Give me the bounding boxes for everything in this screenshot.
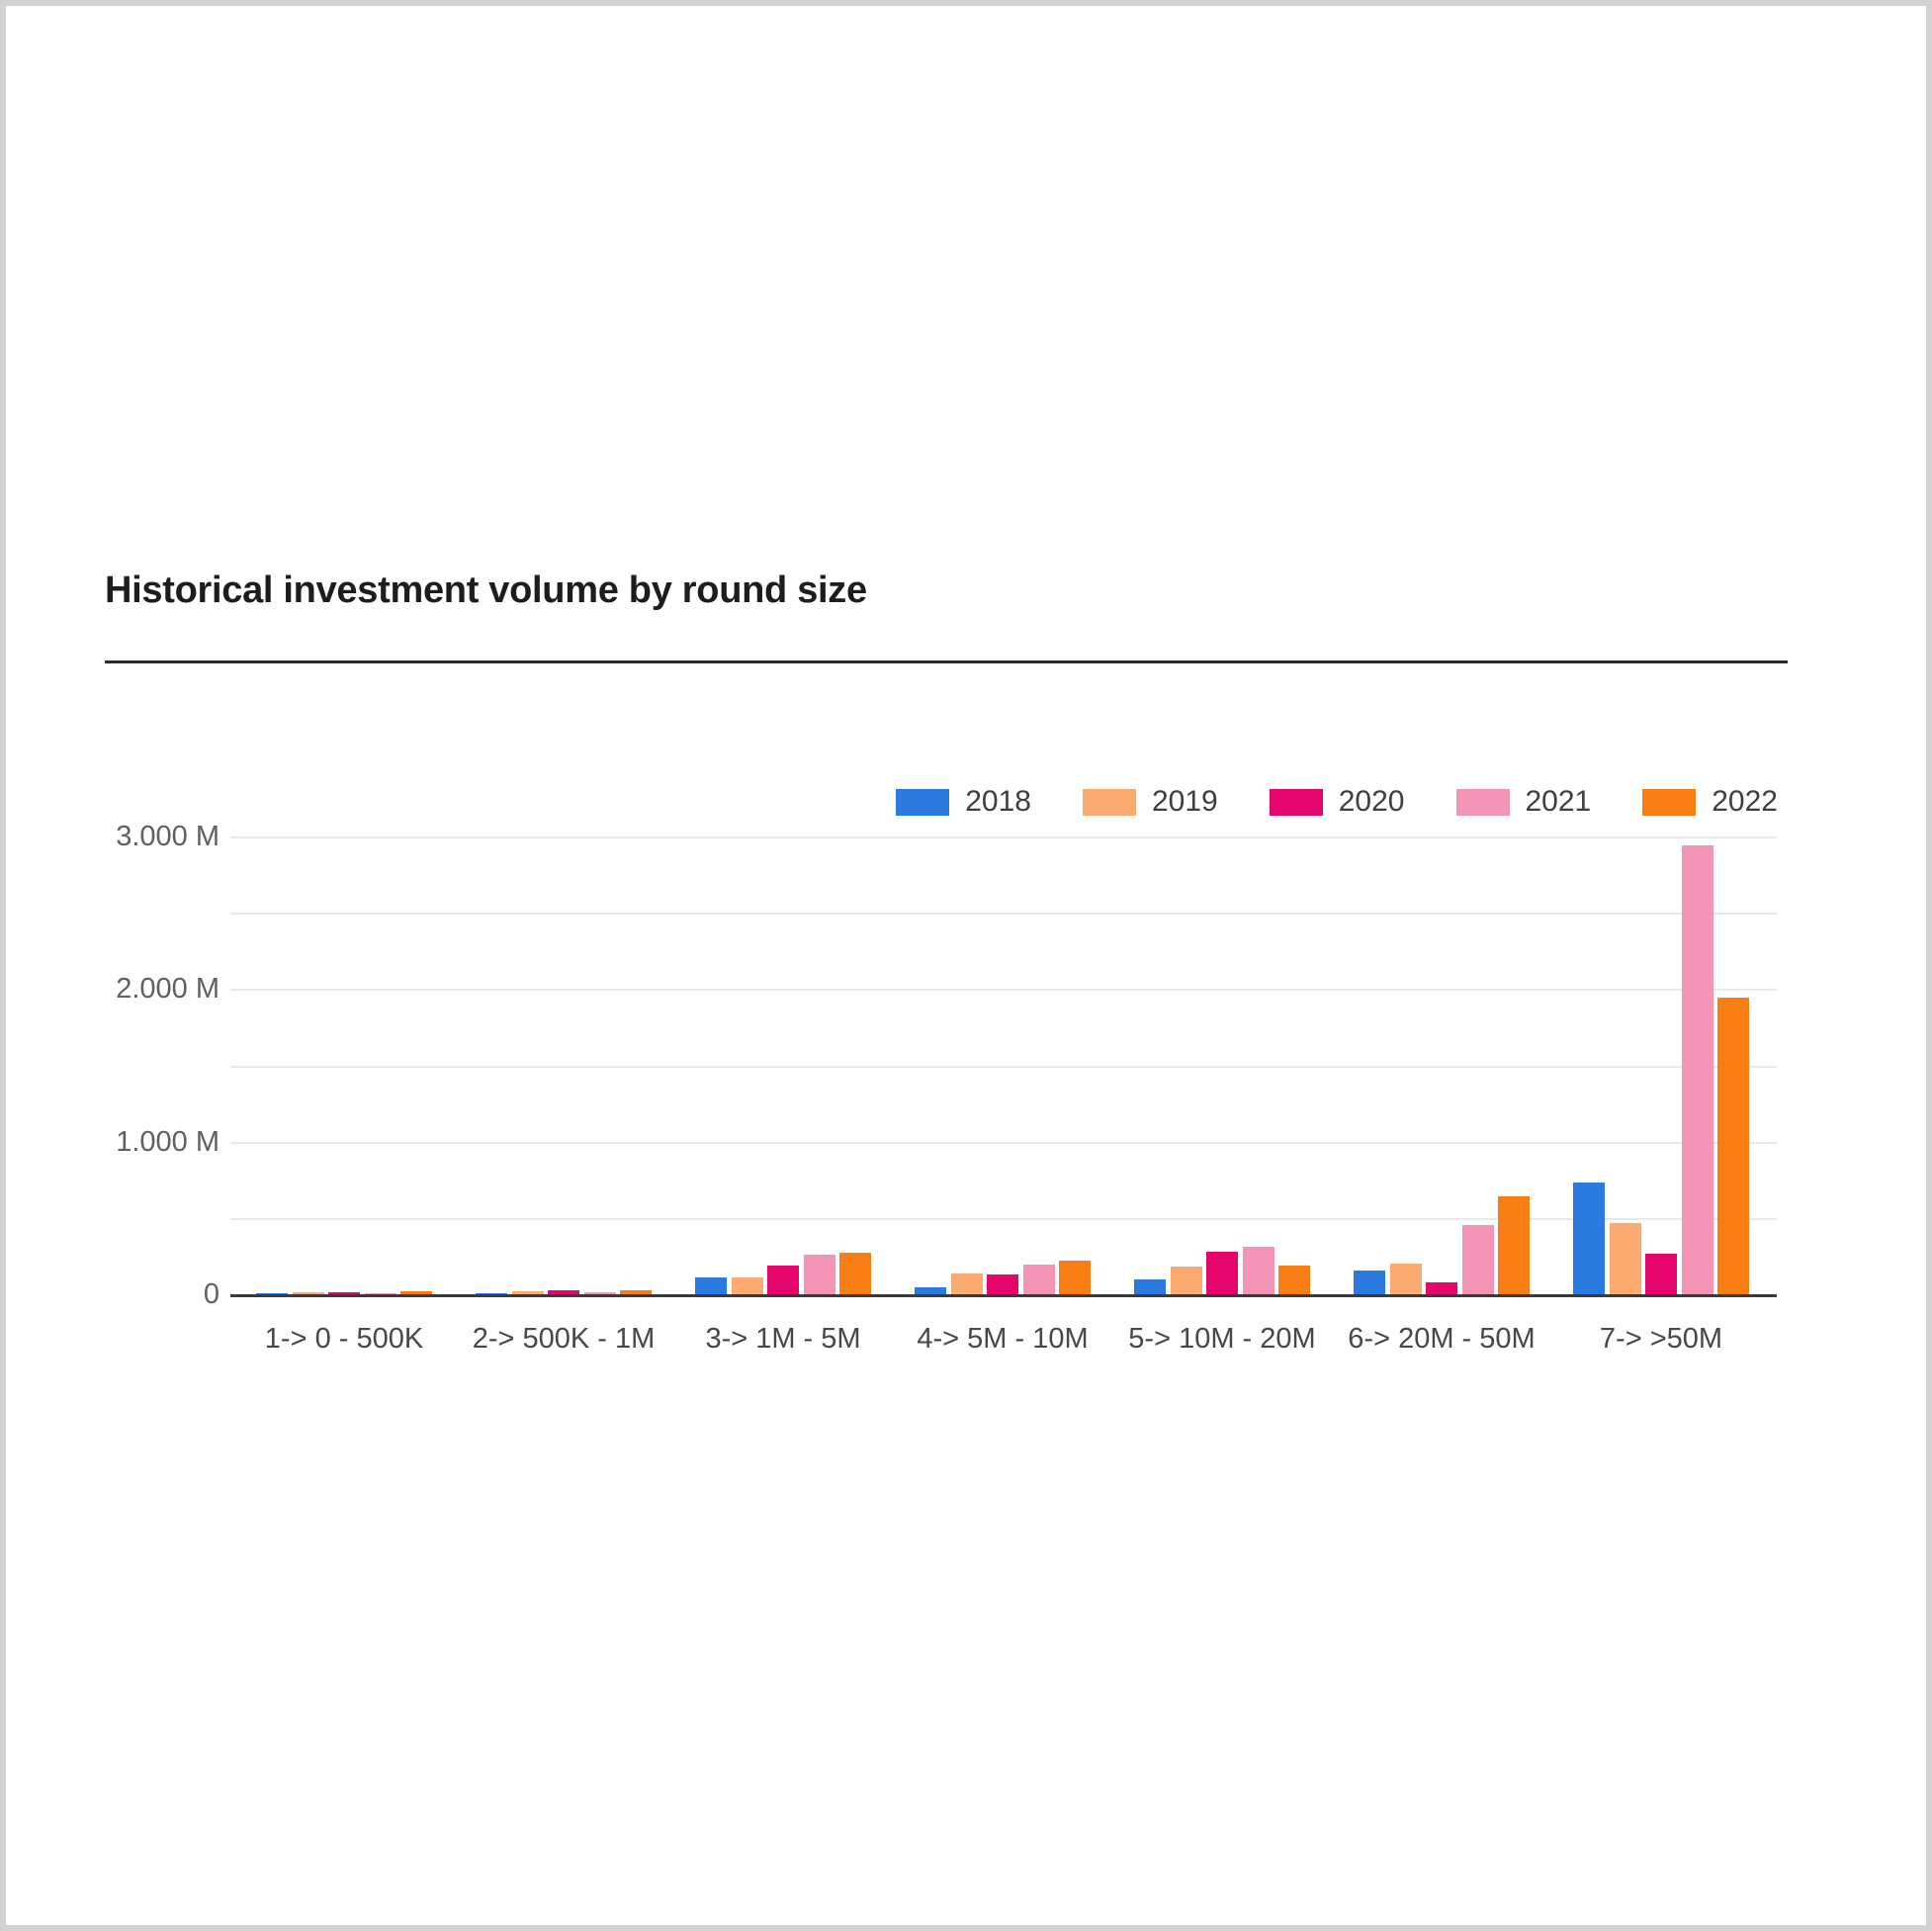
bar-2021-category-6 (1461, 1224, 1494, 1294)
legend-swatch-2020 (1269, 788, 1323, 816)
title-divider (105, 660, 1788, 663)
y-axis-tick-label: 0 (203, 1278, 220, 1310)
x-axis-category-label: 3-> 1M - 5M (705, 1323, 861, 1355)
bar-2018-category-3 (695, 1276, 727, 1294)
bar-2020-category-3 (767, 1266, 800, 1294)
y-axis-tick-label: 3.000 M (116, 821, 220, 853)
legend-entry-2021: 2021 (1455, 785, 1592, 819)
bar-2022-category-1 (400, 1290, 433, 1294)
bar-2022-category-4 (1059, 1261, 1092, 1294)
x-axis-line (230, 1294, 1777, 1297)
legend-label-2022: 2022 (1712, 785, 1778, 818)
bar-2018-category-6 (1354, 1271, 1385, 1294)
legend-label-2020: 2020 (1338, 785, 1405, 818)
legend-label-2019: 2019 (1152, 785, 1218, 818)
bar-2018-category-1 (256, 1292, 288, 1294)
legend-swatch-2018 (896, 788, 950, 816)
bar-2021-category-5 (1242, 1247, 1274, 1294)
bar-2019-category-3 (731, 1277, 763, 1294)
bar-2019-category-5 (1170, 1266, 1202, 1294)
bar-2021-category-2 (583, 1291, 616, 1294)
bar-2019-category-2 (511, 1291, 544, 1294)
bar-2022-category-7 (1717, 997, 1750, 1294)
bar-2018-category-7 (1573, 1182, 1605, 1294)
bar-2019-category-1 (292, 1292, 324, 1294)
y-axis-tick-label: 2.000 M (116, 973, 220, 1006)
bar-2018-category-2 (476, 1292, 507, 1294)
bar-2020-category-5 (1206, 1251, 1239, 1294)
x-axis-category-label: 2-> 500K - 1M (472, 1323, 656, 1355)
x-axis-category-label: 4-> 5M - 10M (917, 1323, 1089, 1355)
bar-2018-category-4 (915, 1286, 946, 1294)
legend-entry-2020: 2020 (1269, 785, 1405, 819)
bar-2019-category-4 (950, 1273, 983, 1294)
gridline-1000 (230, 1141, 1777, 1144)
bar-2019-category-7 (1609, 1222, 1641, 1294)
chart-title: Historical investment volume by round si… (105, 570, 867, 611)
bar-2020-category-2 (548, 1289, 580, 1294)
bar-2020-category-7 (1645, 1254, 1678, 1294)
bar-2022-category-3 (839, 1252, 872, 1294)
chart-legend: 2018 2019 2020 2021 2022 (896, 785, 1778, 819)
legend-swatch-2022 (1642, 788, 1697, 816)
x-axis-category-label: 1-> 0 - 500K (264, 1323, 424, 1355)
bar-chart-plot: 0 1.000 M 2.000 M 3.000 M 1-> 0 - 500K 2-> 50… (6, 6, 1926, 1925)
x-axis-category-label: 5-> 10M - 20M (1128, 1323, 1316, 1355)
gridline-3000 (230, 836, 1777, 839)
bar-2022-category-6 (1498, 1195, 1531, 1294)
y-axis-tick-label: 1.000 M (116, 1125, 220, 1158)
bar-2020-category-1 (328, 1291, 361, 1294)
legend-swatch-2021 (1455, 788, 1510, 816)
bar-2021-category-3 (803, 1255, 835, 1294)
legend-label-2021: 2021 (1525, 785, 1592, 818)
legend-entry-2018: 2018 (896, 785, 1031, 819)
bar-2020-category-4 (987, 1274, 1019, 1294)
bar-2021-category-4 (1022, 1265, 1055, 1294)
legend-swatch-2019 (1083, 788, 1136, 816)
x-axis-category-label: 7-> >50M (1599, 1323, 1723, 1355)
bar-2021-category-7 (1681, 845, 1713, 1294)
bar-2022-category-5 (1278, 1266, 1311, 1294)
x-axis-category-label: 6-> 20M - 50M (1348, 1323, 1536, 1355)
gridline-2500 (230, 913, 1777, 916)
gridline-1500 (230, 1065, 1777, 1068)
legend-entry-2019: 2019 (1083, 785, 1218, 819)
bar-2022-category-2 (620, 1289, 653, 1294)
bar-2019-category-6 (1389, 1263, 1422, 1294)
legend-label-2018: 2018 (965, 785, 1031, 818)
gridline-2000 (230, 989, 1777, 992)
bar-2020-category-6 (1426, 1281, 1458, 1294)
legend-entry-2022: 2022 (1642, 785, 1778, 819)
gridline-500 (230, 1217, 1777, 1220)
bar-2021-category-1 (364, 1292, 396, 1294)
bar-2018-category-5 (1134, 1279, 1166, 1294)
